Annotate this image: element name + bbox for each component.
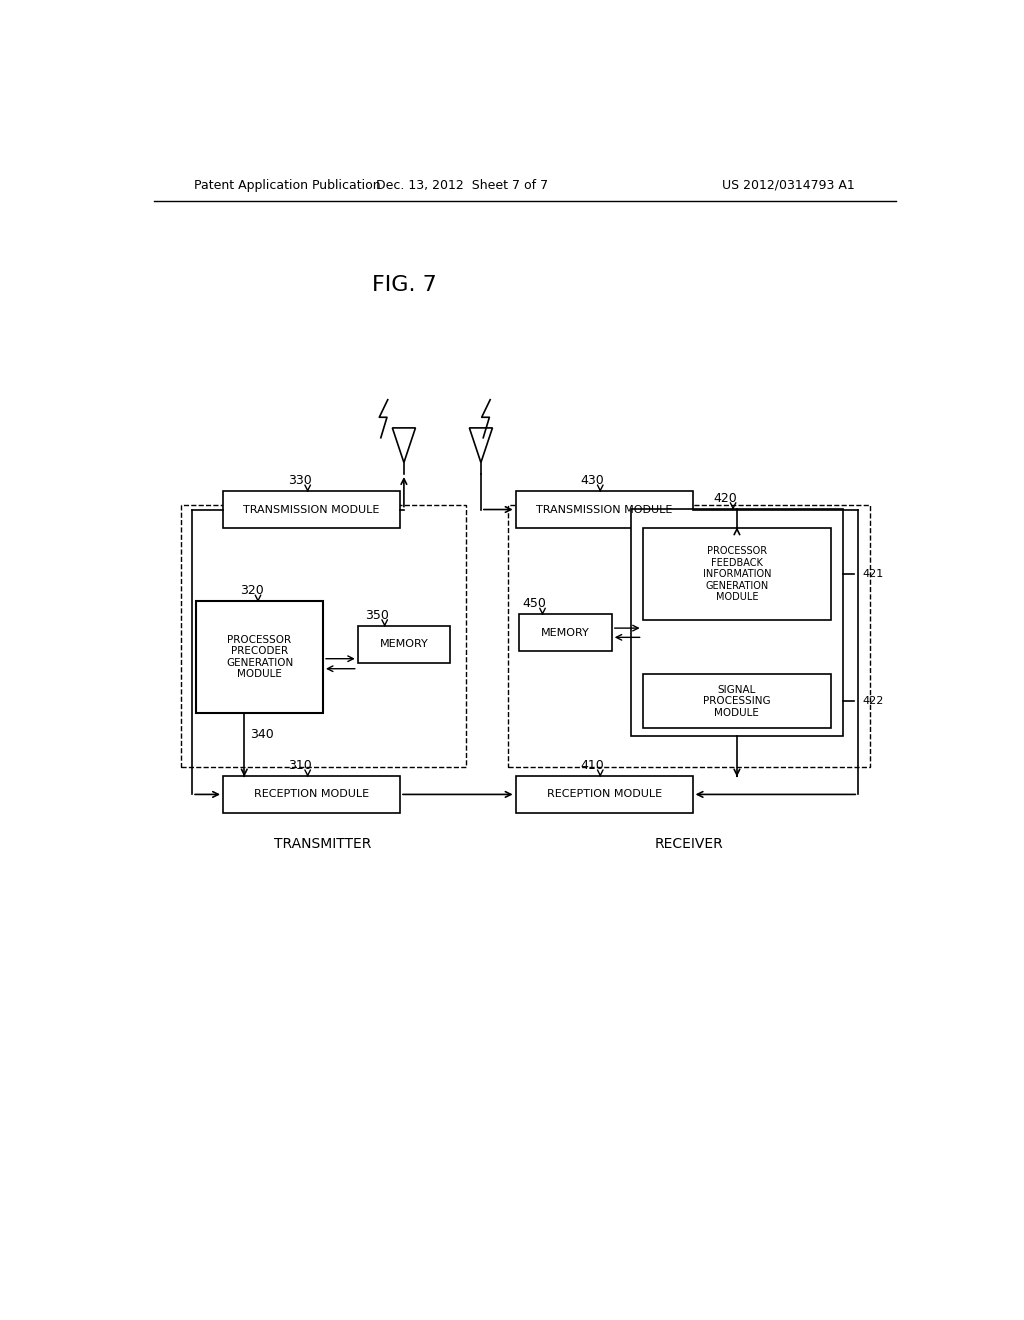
Text: TRANSMITTER: TRANSMITTER	[274, 837, 372, 850]
Bar	[223, 776, 400, 813]
Text: RECEPTION MODULE: RECEPTION MODULE	[254, 789, 369, 800]
Text: 410: 410	[581, 759, 604, 772]
Text: 421: 421	[862, 569, 884, 579]
Text: FIG. 7: FIG. 7	[372, 276, 436, 296]
Text: 422: 422	[862, 696, 884, 706]
Bar	[357, 626, 451, 663]
Bar	[643, 675, 831, 729]
Text: 420: 420	[714, 492, 737, 506]
Text: US 2012/0314793 A1: US 2012/0314793 A1	[722, 178, 854, 191]
Text: Patent Application Publication: Patent Application Publication	[194, 178, 380, 191]
Bar	[515, 776, 692, 813]
Bar	[180, 506, 466, 767]
Bar	[223, 491, 400, 528]
Text: 320: 320	[240, 585, 264, 598]
Text: MEMORY: MEMORY	[542, 628, 590, 638]
Text: 330: 330	[288, 474, 312, 487]
Bar	[631, 508, 843, 737]
Bar	[508, 506, 869, 767]
Text: RECEIVER: RECEIVER	[654, 837, 723, 850]
Text: 310: 310	[288, 759, 312, 772]
Text: SIGNAL
PROCESSING
MODULE: SIGNAL PROCESSING MODULE	[703, 685, 771, 718]
Text: 350: 350	[365, 609, 389, 622]
Text: 450: 450	[523, 598, 547, 610]
Text: TRANSMISSION MODULE: TRANSMISSION MODULE	[536, 504, 673, 515]
Bar	[643, 528, 831, 620]
Bar	[519, 614, 611, 651]
Text: RECEPTION MODULE: RECEPTION MODULE	[547, 789, 662, 800]
Text: 340: 340	[251, 727, 274, 741]
Text: MEMORY: MEMORY	[380, 639, 428, 649]
Text: PROCESSOR
FEEDBACK
INFORMATION
GENERATION
MODULE: PROCESSOR FEEDBACK INFORMATION GENERATIO…	[702, 546, 771, 602]
Text: TRANSMISSION MODULE: TRANSMISSION MODULE	[244, 504, 380, 515]
Bar	[196, 601, 323, 713]
Text: Dec. 13, 2012  Sheet 7 of 7: Dec. 13, 2012 Sheet 7 of 7	[376, 178, 548, 191]
Bar	[515, 491, 692, 528]
Text: PROCESSOR
PRECODER
GENERATION
MODULE: PROCESSOR PRECODER GENERATION MODULE	[226, 635, 293, 680]
Text: 430: 430	[581, 474, 604, 487]
